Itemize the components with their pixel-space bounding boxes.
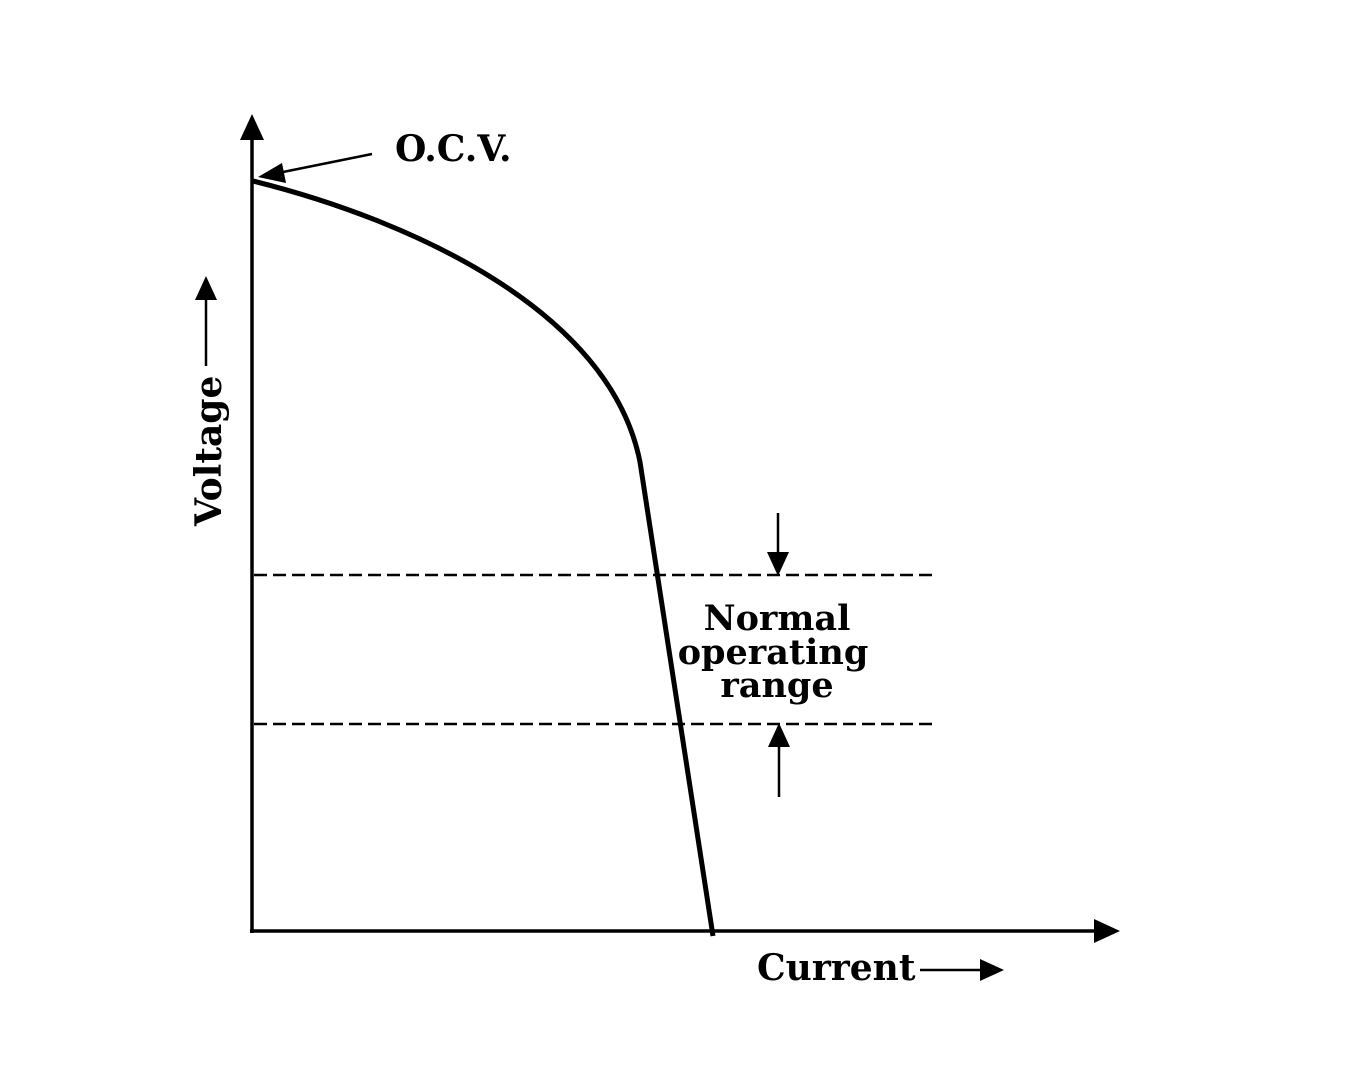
range-label-line2: operating xyxy=(678,632,869,673)
range-bottom-arrow xyxy=(768,723,790,797)
ocv-label: O.C.V. xyxy=(395,128,512,170)
y-axis xyxy=(240,114,264,933)
x-axis xyxy=(250,919,1120,943)
ocv-pointer-arrow xyxy=(258,152,373,183)
voltage-direction-arrow xyxy=(195,276,217,366)
polarization-curve xyxy=(252,178,716,937)
current-direction-arrow xyxy=(920,959,1004,981)
current-axis-label: Current xyxy=(757,947,916,989)
range-top-arrow xyxy=(767,513,789,576)
range-label-line3: range xyxy=(720,665,833,706)
range-label-line1: Normal xyxy=(704,598,851,639)
voltage-axis-label: Voltage xyxy=(188,376,230,527)
